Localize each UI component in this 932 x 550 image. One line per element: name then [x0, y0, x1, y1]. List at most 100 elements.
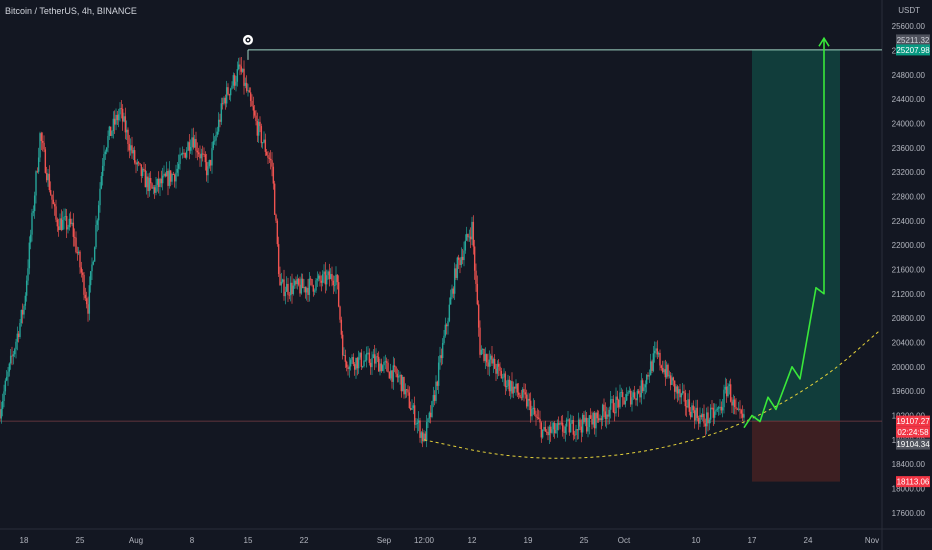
candle-body: [5, 376, 8, 381]
eye-target-icon[interactable]: [243, 34, 253, 45]
candle-body: [511, 381, 513, 394]
candle-body: [463, 250, 465, 261]
candle-body: [68, 218, 71, 228]
candle-body: [360, 352, 363, 367]
candle-body: [277, 244, 280, 274]
candle-body: [719, 406, 721, 408]
candle-body: [339, 306, 341, 320]
candle-body: [271, 160, 273, 167]
y-tick-label: 17600.00: [892, 509, 926, 518]
candle-body: [67, 227, 69, 230]
candle-body: [324, 271, 327, 285]
candle-body: [689, 411, 692, 418]
candle-body: [395, 366, 397, 374]
candle-body: [477, 304, 480, 328]
candle-body: [169, 170, 172, 182]
candle-body: [95, 224, 97, 248]
candle-body: [237, 64, 240, 70]
candle-body: [251, 100, 253, 107]
candle-body: [684, 392, 687, 407]
candle-body: [612, 399, 615, 413]
candle-body: [692, 405, 695, 411]
candle-body: [123, 116, 125, 122]
candle-body: [253, 110, 256, 116]
candle-body: [357, 357, 360, 369]
candle-body: [451, 288, 453, 298]
candle-body: [263, 139, 265, 143]
candle-body: [591, 418, 593, 425]
symbol-title[interactable]: Bitcoin / TetherUS, 4h, BINANCE: [5, 6, 137, 16]
candle-body: [28, 242, 31, 269]
candle-body: [700, 415, 703, 418]
candle-body: [609, 399, 612, 410]
candle-body: [489, 355, 492, 360]
candle-body: [507, 379, 509, 386]
candle-body: [404, 389, 407, 395]
candle-body: [476, 283, 479, 305]
candle-body: [229, 88, 232, 96]
x-tick-label: 19: [524, 536, 533, 545]
candle-body: [441, 343, 444, 359]
candle-body: [680, 393, 683, 398]
x-tick-label: Oct: [618, 536, 631, 545]
candle-body: [416, 422, 419, 425]
candle-body: [677, 389, 680, 394]
candle-body: [412, 405, 415, 409]
candle-body: [513, 386, 516, 389]
candle-body: [536, 416, 539, 418]
candle-countdown-label: 02:24:58: [897, 428, 929, 437]
candle-body: [621, 392, 624, 398]
candle-body: [549, 426, 552, 433]
target-grey-label-bg: [896, 34, 930, 46]
candle-body: [279, 273, 281, 286]
candle-body: [31, 212, 33, 235]
candle-body: [417, 420, 420, 423]
candle-body: [203, 154, 205, 155]
candle-body: [393, 365, 396, 367]
candle-body: [188, 142, 191, 151]
candle-body: [161, 175, 164, 184]
target-price-label-bg: [896, 44, 930, 56]
candle-body: [187, 142, 189, 151]
candle-body: [667, 364, 669, 377]
candle-body: [300, 278, 303, 294]
candle-body: [52, 199, 55, 205]
candle-body: [96, 220, 99, 225]
x-tick-label: 25: [580, 536, 589, 545]
candle-body: [9, 355, 12, 364]
candle-body: [200, 153, 203, 159]
candle-body: [716, 408, 719, 410]
candle-body: [175, 172, 177, 182]
candle-body: [633, 392, 636, 399]
y-tick-label: 20000.00: [892, 363, 926, 372]
candle-body: [588, 415, 591, 428]
candle-body: [572, 420, 575, 435]
candle-body: [528, 398, 531, 401]
candle-body: [283, 279, 285, 297]
candle-body: [287, 283, 289, 295]
candle-body: [35, 171, 37, 196]
candle-body: [289, 282, 292, 296]
candle-body: [423, 433, 425, 442]
candle-body: [315, 280, 317, 291]
candle-body: [40, 133, 43, 142]
candle-body: [573, 434, 576, 436]
candle-body: [493, 358, 496, 369]
candle-body: [541, 429, 544, 438]
stop-price-label: 18113.06: [897, 478, 930, 487]
candle-body: [183, 152, 185, 154]
candle-body: [39, 133, 41, 158]
candle-body: [460, 256, 463, 266]
candle-body: [496, 363, 499, 374]
candle-body: [15, 341, 17, 350]
candle-body: [600, 418, 603, 420]
candle-body: [579, 419, 581, 427]
candle-body: [281, 279, 284, 282]
candle-body: [523, 389, 525, 393]
candle-body: [21, 309, 24, 315]
candle-body: [627, 392, 629, 395]
candle-body: [653, 350, 656, 354]
candle-body: [83, 274, 85, 295]
candle-body: [33, 195, 36, 212]
